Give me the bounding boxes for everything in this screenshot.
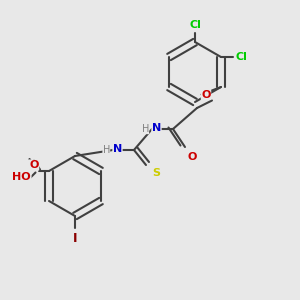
Text: S: S bbox=[152, 168, 160, 178]
Text: Cl: Cl bbox=[189, 20, 201, 30]
Text: N: N bbox=[113, 143, 122, 154]
Text: I: I bbox=[73, 232, 77, 245]
Text: H: H bbox=[142, 124, 149, 134]
Text: O: O bbox=[29, 160, 39, 170]
Text: O: O bbox=[188, 152, 197, 161]
Text: HO: HO bbox=[12, 172, 31, 182]
Text: N: N bbox=[152, 122, 161, 133]
Text: Cl: Cl bbox=[236, 52, 248, 62]
Text: O: O bbox=[201, 89, 211, 100]
Text: H: H bbox=[103, 145, 110, 155]
